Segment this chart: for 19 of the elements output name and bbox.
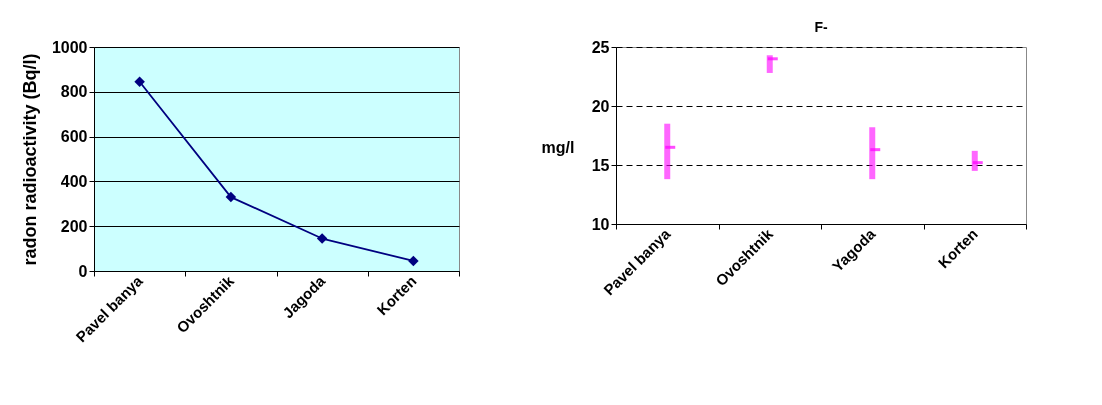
point: [316, 233, 328, 244]
y-axis-title: radon radioactivity (Bq/l): [19, 53, 40, 266]
y-tick-label: 0: [78, 262, 88, 280]
bar: [869, 127, 876, 180]
y-tick-label: 10: [591, 215, 610, 233]
y-tick-label: 20: [591, 97, 610, 115]
y-tick-label: 600: [60, 128, 88, 146]
y-tick-label: 800: [60, 83, 88, 101]
y-tick-label: 25: [591, 38, 610, 56]
y-tick-label: 1000: [51, 38, 88, 56]
point: [134, 76, 145, 87]
point: [225, 191, 237, 203]
bar: [664, 123, 671, 180]
y-tick-label: 15: [591, 156, 610, 174]
chart-title: F-: [814, 19, 828, 35]
point: [408, 255, 419, 267]
y-axis-title: mg/l: [541, 138, 575, 156]
y-tick-label: 200: [60, 217, 88, 235]
y-tick-label: 400: [60, 172, 88, 190]
